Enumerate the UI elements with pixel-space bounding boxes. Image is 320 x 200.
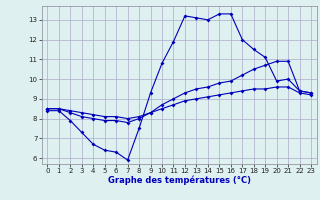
X-axis label: Graphe des températures (°C): Graphe des températures (°C) (108, 176, 251, 185)
